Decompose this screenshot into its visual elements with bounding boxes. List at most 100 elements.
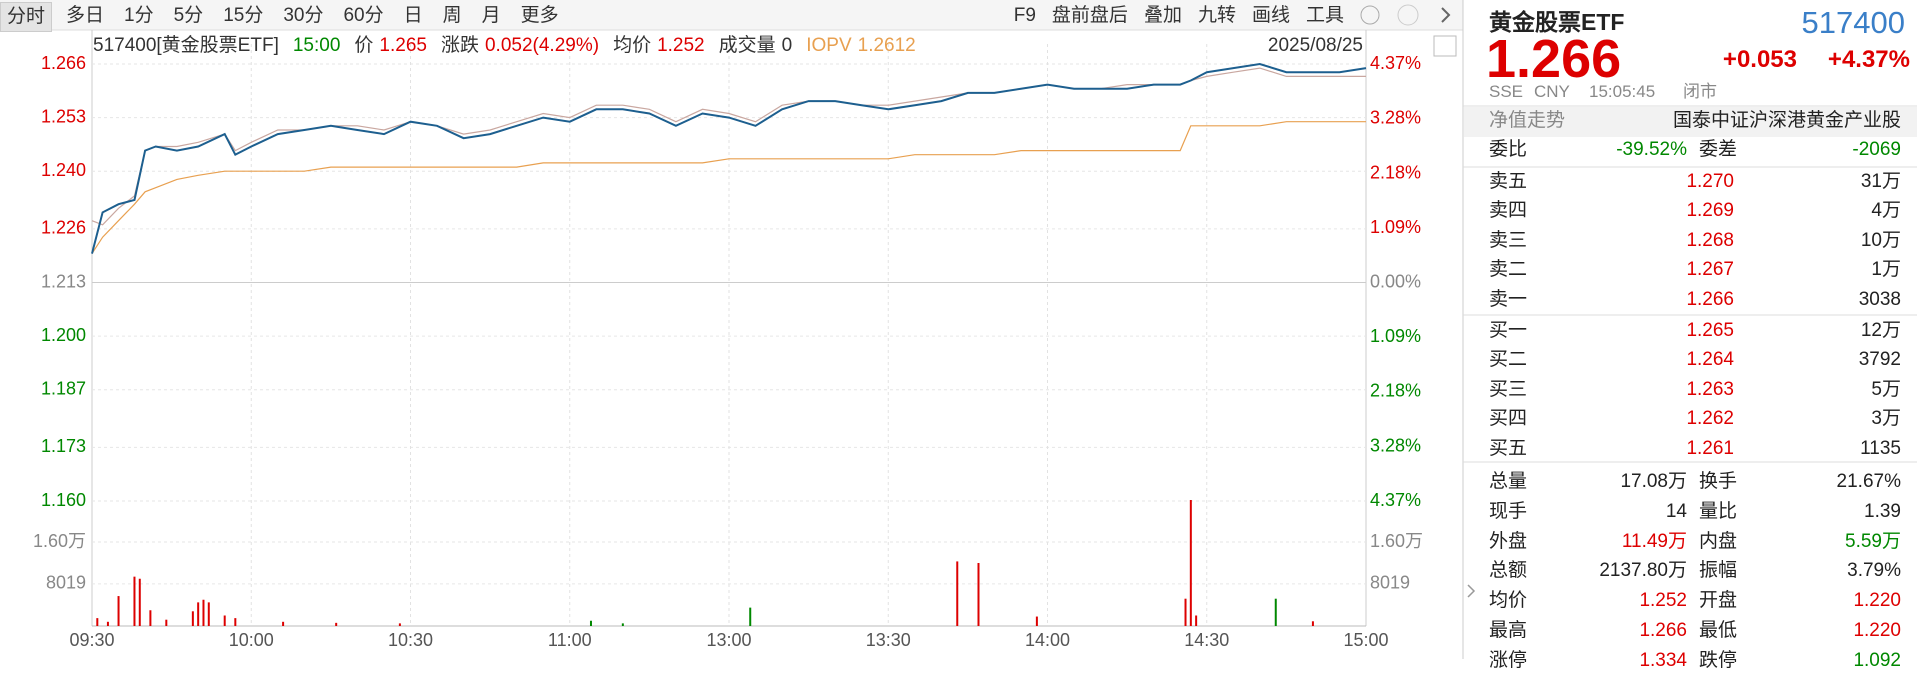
volume-bar [149,610,152,626]
field-value: 1.220 [1853,620,1901,641]
market-status: 闭市 [1683,82,1717,101]
toolbar-bg [0,0,1463,30]
book-price: 1.267 [1686,259,1734,281]
gear-icon[interactable] [1360,5,1380,25]
volume-bar [1184,598,1187,626]
info-price: 1.265 [379,35,427,56]
volume-bar [956,561,959,626]
field-label: 总量 [1489,471,1528,492]
period-tab[interactable]: 30分 [283,5,324,26]
price-line [91,121,1366,254]
period-tab[interactable]: 更多 [520,5,559,26]
nav-row-bg [1464,107,1917,137]
tool-button[interactable]: 工具 [1305,5,1344,26]
period-tab[interactable]: 月 [481,5,501,26]
field-value: 1.092 [1853,649,1901,671]
period-tab[interactable]: 日 [403,5,423,26]
market-status: CNY [1534,82,1570,101]
period-tab[interactable]: 分时 [0,2,53,32]
book-level: 卖五 [1489,171,1528,192]
volume-bar [96,618,99,626]
collapse-icon[interactable] [1467,584,1476,598]
y2-tick-label: 3.28% [1370,435,1421,455]
volume-bar [621,623,624,626]
info-volume: 0 [781,35,793,56]
y-tick-label: 1.187 [41,378,86,398]
y-tick-label: 1.200 [41,325,86,345]
y-tick-label: 1.173 [41,436,86,456]
volume-bar [1311,621,1314,626]
chart-date: 2025/08/25 [1267,35,1363,56]
field-label: 委比 [1489,139,1528,160]
field-value: 11.49万 [1621,530,1687,552]
security-name: 黄金股票ETF [1489,9,1625,35]
book-price: 1.263 [1686,378,1734,400]
window-icon[interactable] [1433,35,1457,57]
field-label: 量比 [1699,500,1738,522]
period-tab[interactable]: 15分 [223,5,264,26]
next-icon[interactable] [1441,7,1451,23]
market-status: SSE [1489,82,1524,101]
y-tick-label: 1.253 [41,106,86,126]
field-value: 1.39 [1864,500,1901,522]
book-level: 买三 [1489,378,1528,400]
info-iopv: 1.2612 [857,35,916,56]
price-line [91,62,1367,254]
period-tab[interactable]: 60分 [343,5,384,26]
chart-area: 1.266 1.253 1.240 1.226 1.213 1.200 1.187 1.173… [0,0,1917,659]
field-label: 最高 [1489,620,1528,641]
y-tick-label: 1.266 [41,53,86,73]
tool-button[interactable]: 九转 [1197,5,1236,26]
security-code: 517400 [1801,5,1905,40]
period-tab[interactable]: 周 [442,5,462,26]
y2-tick-label: 1.09% [1370,217,1421,237]
field-value: 1.266 [1639,620,1687,641]
field-label: 换手 [1699,471,1738,492]
book-volume: 5万 [1871,378,1901,400]
field-label: 总额 [1489,560,1528,582]
book-level: 卖四 [1489,200,1528,222]
book-volume: 31万 [1860,171,1901,192]
help-icon[interactable] [1397,4,1419,26]
volume-bar [589,620,592,626]
price-change-pct: +4.37% [1827,46,1910,73]
x-tick-label: 09:30 [69,630,114,650]
book-level: 卖一 [1489,288,1528,310]
period-tab[interactable]: 多日 [66,5,105,26]
field-value: 1.334 [1639,649,1687,671]
volume-bar [106,621,109,626]
book-volume: 4万 [1871,200,1901,222]
info-change: 0.052(4.29%) [484,35,600,56]
info-avg: 1.252 [657,35,705,56]
book-price: 1.265 [1686,320,1734,341]
tool-button[interactable]: F9 [1013,5,1036,26]
field-label: 最低 [1699,620,1738,641]
field-value: 5.59万 [1845,530,1901,552]
volume-bar [197,602,200,626]
volume-bar [282,621,285,626]
tool-button[interactable]: 盘前盘后 [1051,5,1128,26]
tool-button[interactable]: 叠加 [1143,5,1182,26]
field-value: -39.52% [1616,139,1687,160]
y-tick-label: 1.226 [41,218,86,238]
book-volume: 12万 [1860,320,1901,341]
field-label: 涨停 [1489,649,1528,671]
volume-bar [234,618,237,626]
y2-tick-label: 3.28% [1370,107,1421,127]
book-price: 1.266 [1686,288,1734,310]
book-volume: 10万 [1860,229,1901,251]
info-volume-label: 成交量 [718,35,776,56]
field-label: 委差 [1699,139,1738,160]
book-level: 买二 [1489,349,1528,371]
book-level: 卖二 [1489,259,1528,281]
x-tick-label: 10:30 [388,630,433,650]
tool-button[interactable]: 画线 [1251,5,1290,26]
book-level: 买五 [1489,437,1528,459]
period-tab[interactable]: 5分 [173,5,204,26]
nav-label: 净值走势 [1489,110,1566,131]
book-volume: 1万 [1871,259,1901,281]
field-label: 外盘 [1489,530,1528,552]
period-tab[interactable]: 1分 [124,5,154,26]
volume-tick-label: 8019 [1370,573,1410,593]
volume-bar [1035,616,1038,626]
